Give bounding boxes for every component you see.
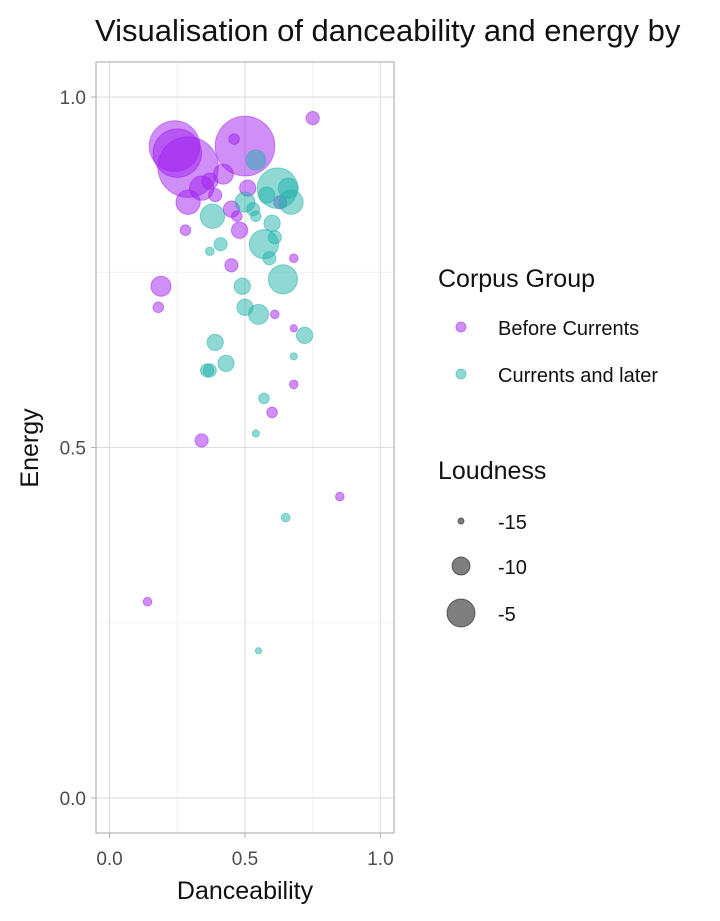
color-legend-title: Corpus Group: [438, 265, 595, 293]
data-point: [208, 188, 223, 203]
data-point: [152, 301, 165, 314]
data-point: [254, 647, 263, 655]
data-point: [288, 253, 299, 264]
data-point: [206, 333, 224, 352]
data-point: [263, 214, 281, 232]
x-axis-ticks: 0.0 0.5 1.0: [96, 833, 394, 870]
data-point: [258, 186, 276, 204]
y-axis-label: Energy: [16, 408, 44, 488]
data-point: [251, 429, 260, 438]
data-point: [270, 309, 280, 320]
data-point: [212, 163, 234, 185]
data-point: [245, 149, 267, 171]
data-point: [262, 251, 277, 266]
series-0: [142, 111, 345, 607]
legend-size-medium: [451, 556, 471, 576]
legend-label-before-currents: Before Currents: [498, 318, 639, 340]
x-tick-label: 1.0: [367, 849, 393, 870]
data-point: [204, 246, 215, 257]
x-tick-label: 0.0: [96, 849, 122, 870]
data-point: [248, 303, 270, 325]
data-point: [213, 237, 228, 252]
data-point: [231, 210, 243, 222]
legend-size-large: [446, 598, 476, 628]
data-point: [217, 354, 235, 373]
legend-swatch-before-currents: [455, 321, 467, 333]
data-point: [305, 111, 320, 126]
data-point: [266, 406, 278, 419]
data-point: [202, 363, 217, 378]
data-point: [179, 224, 192, 237]
data-point: [289, 352, 298, 361]
legend-size-small: [457, 517, 465, 525]
data-point: [278, 189, 304, 215]
data-point: [267, 264, 298, 295]
data-point: [233, 277, 251, 295]
y-axis-ticks: 0.0 0.5 1.0: [60, 88, 96, 810]
data-point: [295, 326, 314, 344]
y-tick-label: 0.5: [60, 439, 86, 460]
legend-size-label-small: -15: [498, 512, 527, 534]
y-tick-label: 1.0: [60, 88, 86, 109]
legend-size-label-large: -5: [498, 604, 516, 626]
data-point: [175, 189, 201, 215]
x-tick-label: 0.5: [232, 849, 258, 870]
data-points: [142, 111, 345, 655]
data-point: [335, 491, 345, 502]
data-point: [280, 512, 291, 523]
data-point: [150, 275, 172, 297]
y-tick-label: 0.0: [60, 789, 86, 810]
size-legend: Loudness -15 -10 -5: [438, 457, 546, 628]
data-point: [289, 324, 298, 333]
data-point: [288, 379, 299, 390]
chart-title: Visualisation of danceability and energy…: [95, 13, 681, 48]
size-legend-title: Loudness: [438, 457, 546, 485]
data-point: [258, 392, 270, 405]
data-point: [199, 203, 226, 229]
legend-label-currents-and-later: Currents and later: [498, 365, 658, 387]
legend-swatch-currents-and-later: [455, 368, 467, 380]
color-legend: Corpus Group Before Currents Currents an…: [438, 265, 658, 387]
plot-area: [95, 61, 395, 834]
data-point: [228, 133, 240, 145]
data-point: [224, 258, 239, 273]
series-1: [199, 149, 314, 655]
data-point: [194, 433, 209, 448]
data-point: [142, 596, 153, 607]
data-point: [250, 210, 262, 222]
data-point: [230, 221, 249, 239]
legend-size-label-medium: -10: [498, 557, 527, 579]
x-axis-label: Danceability: [177, 877, 314, 905]
